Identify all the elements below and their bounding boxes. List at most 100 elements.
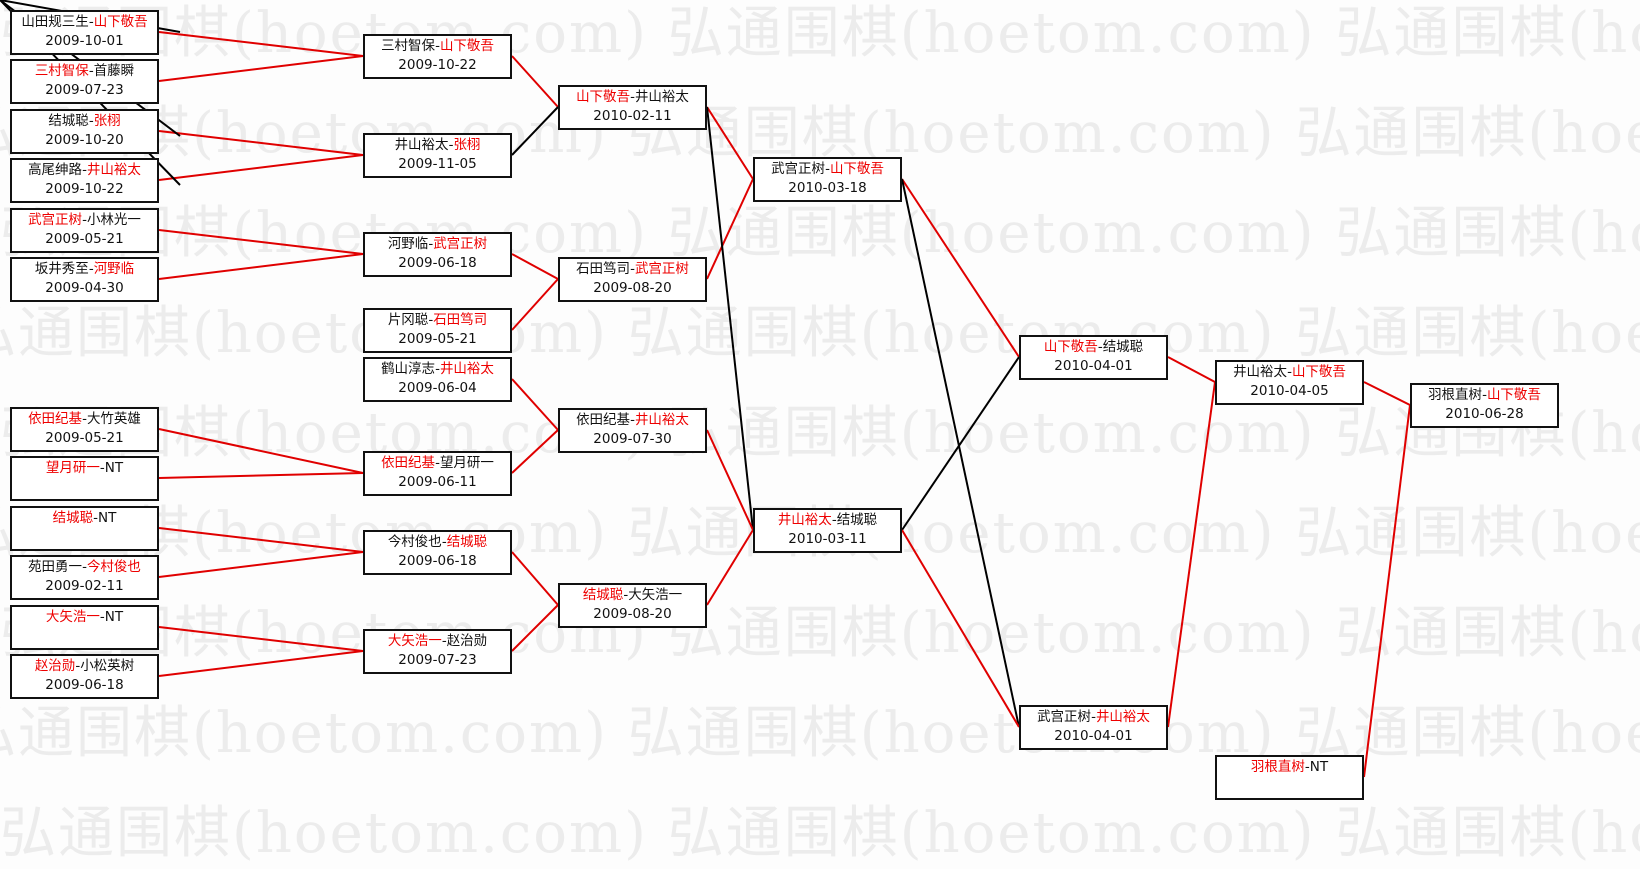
match-box: 大矢浩一-赵治勋 2009-07-23 (363, 629, 512, 674)
match-box: 片冈聪-石田笃司 2009-05-21 (363, 308, 512, 353)
separator: - (435, 38, 440, 54)
match-date: 2010-02-11 (593, 108, 672, 124)
player-a: 武宫正树 (771, 161, 826, 177)
separator: - (623, 587, 629, 603)
match-box: 三村智保-首藤瞬 2009-07-23 (10, 59, 159, 104)
bracket-connector (511, 278, 559, 331)
bracket-connector (158, 31, 364, 57)
match-players: 苑田勇一-今村俊也 (12, 558, 157, 577)
player-a: 河野临 (387, 236, 429, 252)
player-a: 井山裕太 (777, 512, 832, 528)
separator: - (1091, 709, 1096, 725)
player-b: 山下敬吾 (1291, 364, 1346, 380)
match-date: 2009-08-20 (593, 280, 672, 296)
match-players: 结城聪-NT (12, 509, 157, 528)
bracket-connector (158, 551, 364, 578)
match-players: 石田笃司-武宫正树 (560, 260, 705, 279)
player-b: 井山裕太 (634, 412, 689, 428)
match-box: 井山裕太-张栩 2009-11-05 (363, 133, 512, 178)
player-b: 首藤瞬 (93, 63, 135, 79)
match-date: 2010-04-05 (1250, 383, 1329, 399)
match-box: 望月研一-NT (10, 456, 159, 501)
player-b: 结城聪 (836, 512, 878, 528)
player-a: 结城聪 (52, 510, 94, 526)
match-box: 苑田勇一-今村俊也 2009-02-11 (10, 555, 159, 600)
match-date: 2009-06-11 (398, 474, 477, 490)
player-b: 今村俊也 (86, 559, 141, 575)
separator: - (1287, 364, 1292, 380)
bracket-connector (158, 428, 364, 474)
player-a: 羽根直树 (1428, 387, 1483, 403)
player-a: 望月研一 (45, 460, 100, 476)
match-players: 鹤山淳志-井山裕太 (365, 360, 510, 379)
player-a: 石田笃司 (576, 261, 631, 277)
player-b: 山下敬吾 (439, 38, 494, 54)
bracket-connector (158, 527, 364, 553)
player-a: 结城聪 (582, 587, 624, 603)
match-date: 2009-10-22 (398, 57, 477, 73)
player-b: NT (98, 510, 117, 526)
match-date: 2009-05-21 (45, 430, 124, 446)
match-players: 三村智保-首藤瞬 (12, 62, 157, 81)
bracket-connector (1363, 381, 1411, 406)
player-a: 鹤山淳志 (381, 361, 436, 377)
match-date: 2009-07-23 (398, 652, 477, 668)
match-players: 山下敬吾-井山裕太 (560, 88, 705, 107)
match-date: 2009-07-23 (45, 82, 124, 98)
match-box: 山下敬吾-结城聪 2010-04-01 (1019, 335, 1168, 380)
player-a: 大矢浩一 (387, 633, 442, 649)
match-box: 山下敬吾-井山裕太 2010-02-11 (558, 85, 707, 130)
bracket-connector (706, 429, 754, 531)
match-date: 2009-10-01 (45, 33, 124, 49)
match-box: 结城聪-NT (10, 506, 159, 551)
separator: - (435, 455, 440, 471)
separator: - (630, 89, 635, 105)
match-players: 大矢浩一-赵治勋 (365, 632, 510, 651)
player-a: 武宫正树 (28, 212, 83, 228)
match-players: 今村俊也-结城聪 (365, 533, 510, 552)
player-a: 山田规三生 (21, 14, 89, 30)
separator: - (441, 633, 447, 649)
separator: - (82, 212, 87, 228)
match-date: 2010-03-18 (788, 180, 867, 196)
match-box: 武宫正树-小林光一 2009-05-21 (10, 208, 159, 253)
match-box: 依田纪基-大竹英雄 2009-05-21 (10, 407, 159, 452)
player-b: NT (1309, 759, 1329, 775)
match-players: 结城聪-张栩 (12, 112, 157, 131)
bracket-connector (706, 106, 754, 531)
player-b: 山下敬吾 (1486, 387, 1541, 403)
separator: - (448, 137, 454, 153)
match-players: 依田纪基-望月研一 (365, 454, 510, 473)
match-date: 2009-04-30 (45, 280, 124, 296)
match-date: 2010-04-01 (1054, 728, 1133, 744)
separator: - (88, 261, 94, 277)
player-a: 井山裕太 (1233, 364, 1288, 380)
match-box: 武宫正树-井山裕太 2010-04-01 (1019, 705, 1168, 750)
player-b: 井山裕太 (634, 89, 689, 105)
match-box: 结城聪-大矢浩一 2009-08-20 (558, 583, 707, 628)
player-b: 石田笃司 (433, 312, 488, 328)
player-a: 依田纪基 (576, 412, 631, 428)
player-b: 武宫正树 (433, 236, 488, 252)
player-b: 小林光一 (86, 212, 141, 228)
player-b: 张栩 (453, 137, 481, 153)
match-players: 片冈聪-石田笃司 (365, 311, 510, 330)
match-box: 赵治勋-小松英树 2009-06-18 (10, 654, 159, 699)
separator: - (75, 658, 81, 674)
player-b: 山下敬吾 (93, 14, 148, 30)
bracket-connector (158, 229, 364, 255)
match-box: 羽根直树-NT (1215, 755, 1364, 800)
bracket-connector (901, 356, 1020, 531)
separator: - (1097, 339, 1103, 355)
separator: - (88, 14, 94, 30)
player-a: 三村智保 (34, 63, 89, 79)
player-a: 山下敬吾 (1043, 339, 1098, 355)
separator: - (1304, 759, 1310, 775)
match-players: 武宫正树-山下敬吾 (755, 160, 900, 179)
player-b: 望月研一 (439, 455, 494, 471)
player-a: 大矢浩一 (45, 609, 100, 625)
separator: - (630, 412, 635, 428)
bracket-connector (158, 650, 364, 677)
match-date: 2009-08-20 (593, 606, 672, 622)
match-date: 2009-06-18 (45, 677, 124, 693)
